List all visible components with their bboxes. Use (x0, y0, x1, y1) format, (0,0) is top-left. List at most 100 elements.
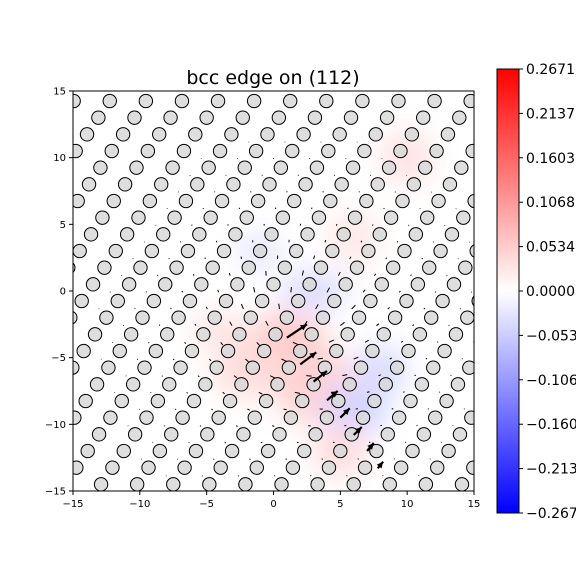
atom (200, 427, 215, 442)
atom (190, 177, 205, 192)
atom (372, 227, 387, 242)
y-tick-label: 5 (60, 220, 66, 231)
atom-layer (73, 91, 492, 507)
atom (174, 93, 190, 109)
atom (323, 193, 338, 209)
atom (479, 178, 492, 191)
displacement-mark (281, 358, 287, 362)
atom (119, 227, 135, 242)
atom (135, 310, 150, 325)
atom (405, 443, 420, 459)
atom (158, 277, 173, 292)
atom (254, 293, 270, 309)
atom (245, 360, 260, 375)
atom (224, 443, 240, 459)
atom (150, 393, 166, 409)
atom (319, 93, 334, 109)
atom (152, 443, 168, 459)
displacement-mark (362, 289, 366, 293)
atom (283, 410, 299, 425)
atom (178, 193, 194, 209)
atom (431, 193, 446, 209)
displacement-mark (326, 287, 330, 293)
atom (444, 227, 460, 242)
atom (155, 494, 168, 507)
atom (283, 93, 298, 109)
atom (250, 193, 266, 209)
atom (393, 143, 408, 159)
atom (359, 193, 374, 209)
atom (349, 260, 365, 275)
y-tick-label: 15 (53, 87, 66, 98)
atom (437, 343, 452, 359)
colorbar-tick-label: −0.2137 (526, 462, 576, 478)
displacement-mark (247, 408, 250, 411)
displacement-arrow (366, 442, 375, 452)
displacement-mark (364, 339, 370, 343)
displacement-mark (292, 341, 298, 345)
y-tick-label: 10 (53, 153, 66, 164)
atom (154, 177, 169, 192)
atom (236, 427, 251, 442)
displacement-mark (448, 324, 450, 327)
displacement-mark (194, 323, 197, 326)
atom (293, 343, 308, 359)
atom (160, 327, 175, 342)
atom (209, 360, 224, 375)
atom (336, 227, 351, 242)
atom (422, 260, 437, 275)
displacement-mark (301, 270, 304, 276)
displacement-mark (294, 391, 301, 394)
atom (443, 91, 449, 92)
displacement-arrow (326, 390, 339, 402)
atom (188, 127, 203, 142)
atom (218, 293, 234, 309)
displacement-mark (158, 324, 161, 326)
atom (456, 210, 471, 225)
arrow-head (367, 443, 374, 450)
colorbar-tick-label: −0.1068 (526, 373, 576, 389)
atom (186, 393, 202, 409)
atom (152, 127, 167, 142)
atom (397, 243, 412, 259)
atom (442, 177, 458, 192)
displacement-arrow (299, 351, 317, 366)
atom (91, 427, 107, 442)
atom (404, 127, 420, 142)
x-tick-label: −10 (129, 499, 150, 510)
atom (376, 327, 391, 342)
colorbar-tick-label: 0.2671 (526, 62, 575, 78)
displacement-mark (170, 307, 172, 310)
displacement-mark (378, 374, 381, 377)
atom (165, 160, 180, 175)
displacement-mark (205, 306, 208, 310)
atom (332, 127, 347, 142)
atom (102, 93, 117, 109)
atom (114, 393, 129, 409)
atom (110, 293, 125, 309)
field-blob (353, 344, 408, 398)
atom (346, 477, 361, 491)
atom (458, 260, 473, 275)
displacement-mark (220, 342, 224, 346)
atom (202, 477, 217, 491)
atom (205, 260, 220, 275)
atom (166, 477, 181, 491)
atom (466, 460, 474, 475)
atom (214, 193, 230, 209)
displacement-mark (283, 408, 287, 411)
atom (127, 427, 143, 442)
atom (469, 244, 474, 258)
atom (141, 460, 156, 475)
displacement-mark (186, 391, 188, 394)
atom (220, 343, 236, 359)
atom (441, 443, 456, 459)
atom (140, 143, 156, 159)
atom (435, 293, 450, 309)
colorbar-tick-label: −0.0534 (526, 328, 576, 344)
colorbar: 0.2671 0.2137 0.1603 0.1068 0.0534 0.0000 −0.0… (496, 62, 576, 522)
atom (327, 293, 342, 309)
atom (247, 410, 262, 425)
atom (271, 110, 287, 125)
colorbar-tick-label: 0.2137 (526, 106, 575, 122)
